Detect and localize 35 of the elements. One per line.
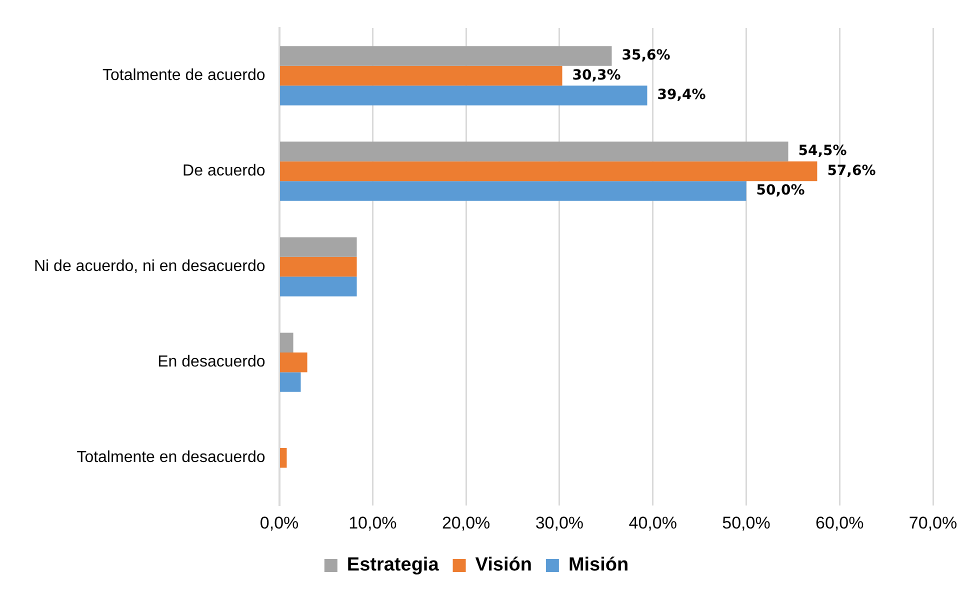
data-label: 30,3% [572, 67, 621, 84]
x-tick-label: 60,0% [816, 513, 864, 532]
y-tick-label: Ni de acuerdo, ni en desacuerdo [34, 258, 266, 276]
bar [280, 237, 357, 257]
bar [280, 161, 818, 182]
legend-label: Estrategia [346, 554, 440, 576]
data-label: 39,4% [657, 87, 706, 104]
legend-label: Misión [568, 554, 629, 576]
bar [280, 46, 612, 66]
bar [280, 352, 308, 372]
bar [280, 86, 648, 106]
y-tick-label: Totalmente de acuerdo [102, 67, 266, 84]
legend-label: Visión [475, 554, 532, 576]
x-tick-label: 40,0% [628, 513, 677, 532]
bar [280, 332, 294, 352]
bar [280, 256, 357, 277]
data-label: 57,6% [827, 162, 876, 179]
bar [280, 66, 562, 86]
data-label: 50,0% [756, 182, 805, 199]
bar [280, 142, 788, 162]
bar [280, 448, 287, 468]
bar [280, 276, 357, 296]
y-tick-label: Totalmente en desacuerdo [76, 449, 266, 466]
x-tick-label: 10,0% [348, 513, 397, 532]
x-tick-label: 20,0% [442, 513, 490, 532]
bar [280, 372, 301, 392]
y-tick-label: De acuerdo [182, 162, 266, 180]
x-tick-label: 50,0% [722, 513, 770, 532]
x-tick-label: 30,0% [535, 513, 584, 532]
x-tick-label: 0,0% [260, 513, 299, 532]
bar [280, 181, 746, 201]
y-tick-label: En desacuerdo [158, 354, 266, 371]
x-tick-label: 70,0% [908, 513, 958, 532]
data-label: 54,5% [798, 143, 847, 160]
data-label: 35,6% [622, 48, 670, 64]
